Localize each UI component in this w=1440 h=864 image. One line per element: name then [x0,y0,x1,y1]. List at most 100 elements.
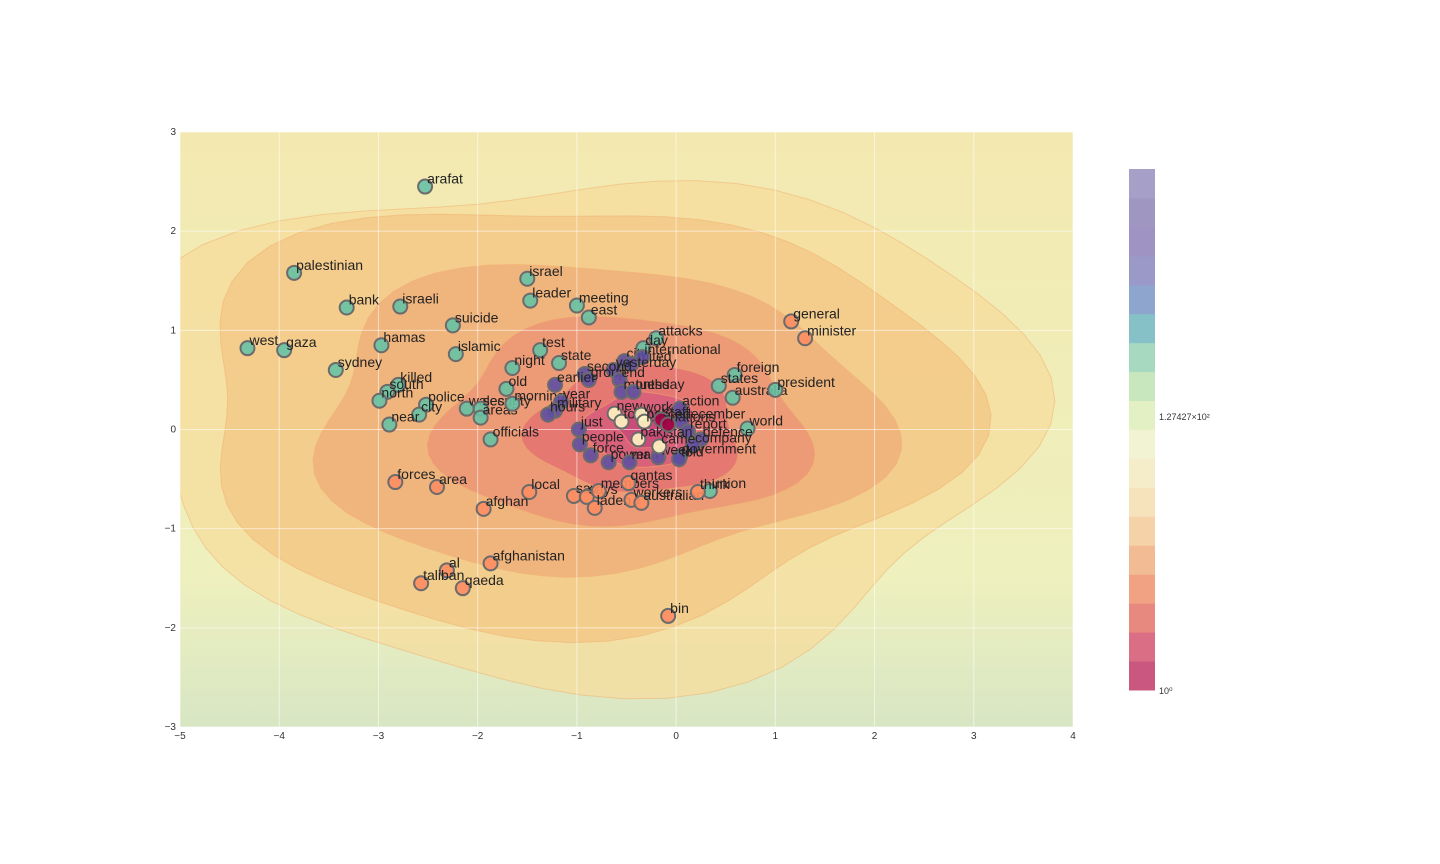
point-al[interactable] [438,562,455,579]
point-taliban[interactable] [413,575,430,592]
point-leader[interactable] [522,292,539,309]
point-arafat[interactable] [417,178,434,195]
point-north[interactable] [371,392,388,409]
point-international[interactable] [634,349,651,366]
point-morning[interactable] [504,395,521,412]
point-israeli[interactable] [392,298,409,315]
point-gaza[interactable] [276,342,293,359]
point-suicide[interactable] [444,317,461,334]
point-label-tuesday: tuesday [635,376,684,392]
point-label-just: just [580,414,603,430]
point-earlier[interactable] [547,376,564,393]
point-force[interactable] [582,447,599,464]
point-think[interactable] [689,483,706,500]
point-east[interactable] [580,309,597,326]
point-qaeda[interactable] [454,580,471,597]
point-australia[interactable] [724,389,741,406]
point-came[interactable] [651,438,668,455]
point-world[interactable] [739,420,756,437]
point-area[interactable] [428,479,445,496]
point-old[interactable] [498,380,515,397]
point-company[interactable] [684,437,701,454]
point-label-general: general [793,305,840,321]
point-label-gaza: gaza [286,334,317,350]
point-label-government: government [682,440,756,456]
x-tick-label: −2 [472,731,484,742]
point-label-afghanistan: afghanistan [493,547,565,563]
point-label-israeli: israeli [402,291,439,307]
point-local[interactable] [521,483,538,500]
point-states[interactable] [710,377,727,394]
colorbar-segment [1129,169,1155,199]
point-laden[interactable] [586,499,603,516]
point-palestinian[interactable] [286,264,303,281]
y-axis-ticks: −3 −2 −1 0 1 2 3 [165,127,177,733]
point-label-arafat: arafat [427,171,463,187]
point-hamas[interactable] [373,337,390,354]
colorbar-segment [1129,284,1155,315]
y-tick-label: 0 [170,425,176,436]
point-label-second: second [587,358,632,374]
point-forces[interactable] [387,474,404,491]
point-city[interactable] [411,406,428,423]
point-near[interactable] [381,416,398,433]
point-label-earlier: earlier [557,369,596,385]
point-label-president: president [777,374,835,390]
point-man[interactable] [621,454,638,471]
point-meeting[interactable] [568,297,585,314]
point-label-islamic: islamic [458,338,501,354]
x-tick-label: 2 [872,731,878,742]
point-state[interactable] [551,355,568,372]
point-test[interactable] [532,342,549,359]
point-attacks[interactable] [648,330,665,347]
point-officials[interactable] [482,431,499,448]
colorbar-segment [1129,545,1155,575]
point-today[interactable] [613,413,630,430]
point-police[interactable] [636,413,653,430]
point-label-meeting: meeting [579,290,629,306]
point-minister[interactable] [797,330,814,347]
point-label-hours: hours [550,399,585,415]
point-people[interactable] [571,436,588,453]
colorbar-tick-top: 1.27427×10² [1159,412,1210,422]
point-label-military: military [557,395,601,411]
point-told[interactable] [671,451,688,468]
point-members[interactable] [590,482,607,499]
point-label-police: police [428,389,465,405]
point-label-bank: bank [349,292,380,308]
x-tick-label: −5 [174,731,186,742]
point-pakistan[interactable] [630,431,647,448]
colorbar-segment [1129,197,1155,228]
point-tuesday[interactable] [625,383,642,400]
point-label-yesterday: yesterday [616,354,677,370]
point-label-laden: laden [597,492,631,508]
point-foreign[interactable] [726,366,743,383]
point-label-came: came [661,430,695,446]
point-areas[interactable] [472,409,489,426]
point-night[interactable] [504,360,521,377]
point-islamic[interactable] [447,346,464,363]
point-label-forces: forces [397,466,435,482]
point-general[interactable] [783,313,800,330]
point-bank[interactable] [338,299,355,316]
point-label-international: international [644,341,720,357]
point-qantas[interactable] [620,475,637,492]
point-bin[interactable] [660,607,677,624]
point-president[interactable] [767,381,784,398]
point-label-leader: leader [532,285,571,301]
point-power[interactable] [600,454,617,471]
point-group[interactable] [580,371,597,388]
point-label-hamas: hamas [383,329,425,345]
point-hours[interactable] [540,406,557,423]
point-afghan[interactable] [475,500,492,517]
point-report[interactable] [680,423,697,440]
point-west[interactable] [239,340,256,357]
point-label-power: power [611,446,649,462]
point-sydney[interactable] [327,362,344,378]
point-nations[interactable] [660,416,677,433]
x-tick-label: 3 [971,731,977,742]
point-australian[interactable] [633,494,650,511]
point-label-year: year [563,386,591,402]
point-israel[interactable] [519,270,536,287]
point-afghanistan[interactable] [482,555,499,572]
